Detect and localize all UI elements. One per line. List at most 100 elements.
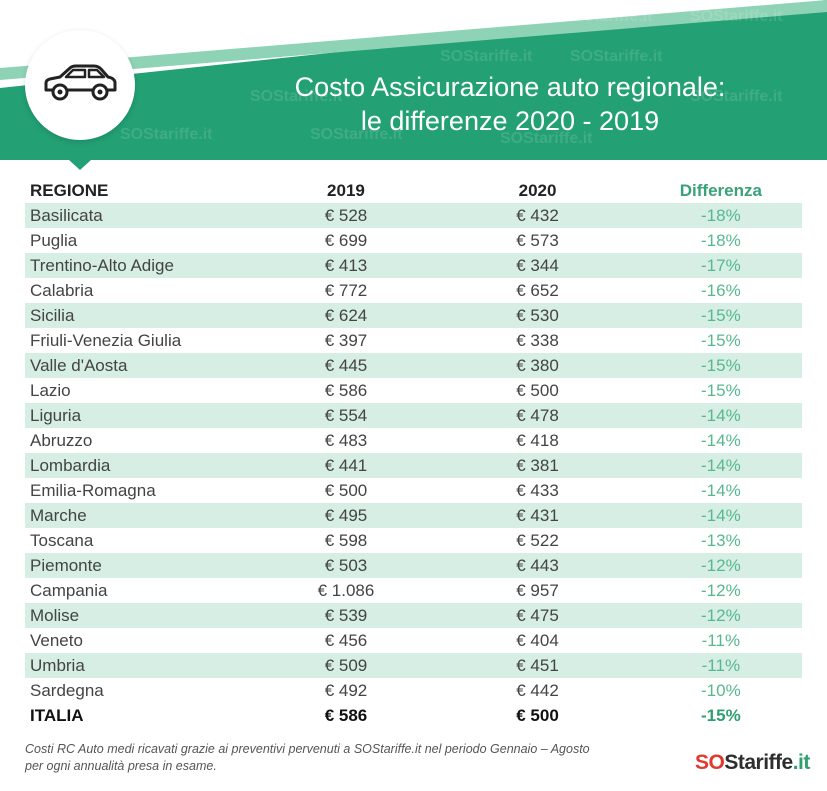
watermark: SOStariffe.it bbox=[440, 48, 533, 65]
cell-differenza: -18% bbox=[639, 203, 802, 228]
table-row: Sardegna € 492 € 442 -10% bbox=[25, 678, 802, 703]
watermark: SOStariffe.it bbox=[560, 8, 653, 25]
cell-2019: € 397 bbox=[324, 330, 368, 350]
cell-2020: € 432 bbox=[435, 203, 640, 228]
cell-differenza: -12% bbox=[639, 603, 802, 628]
page-title: Costo Assicurazione auto regionale: le d… bbox=[240, 70, 780, 138]
cell-differenza: -17% bbox=[639, 253, 802, 278]
cell-2019: € 539 bbox=[256, 603, 436, 628]
cell-differenza: -14% bbox=[639, 403, 802, 428]
cell-2019: € 554 bbox=[256, 403, 436, 428]
cell-2019: € 500 bbox=[324, 480, 368, 500]
table-row: Friuli-Venezia Giulia € 397 € 338 -15% bbox=[25, 328, 802, 353]
table-row: Campania € 1.086 € 957 -12% bbox=[25, 578, 802, 603]
table-row: Toscana € 598 € 522 -13% bbox=[25, 528, 802, 553]
cell-2019: € 495 bbox=[256, 503, 436, 528]
watermark: SOStariffe.it bbox=[250, 88, 343, 105]
table-row: Basilicata € 528 € 432 -18% bbox=[25, 203, 802, 228]
column-header-differenza: Differenza bbox=[679, 180, 762, 200]
table-header-row: REGIONE 2019 2020 Differenza bbox=[25, 178, 802, 203]
cell-regione: Sardegna bbox=[30, 680, 104, 700]
header-banner: SOStariffe.it SOStariffe.it SOStariffe.i… bbox=[0, 0, 827, 170]
table-row: Piemonte € 503 € 443 -12% bbox=[25, 553, 802, 578]
cell-regione: Piemonte bbox=[25, 553, 257, 578]
cell-2020: € 451 bbox=[435, 653, 640, 678]
table-row: Calabria € 772 € 652 -16% bbox=[25, 278, 802, 303]
watermark: SOStariffe.it bbox=[690, 88, 783, 105]
cell-differenza: -14% bbox=[701, 430, 741, 450]
cell-2019: € 413 bbox=[256, 253, 436, 278]
cell-2019: € 586 bbox=[256, 703, 436, 728]
cell-differenza: -15% bbox=[639, 303, 802, 328]
car-badge bbox=[25, 30, 135, 140]
title-line-2: le differenze 2020 - 2019 bbox=[360, 106, 660, 136]
title-line-1: Costo Assicurazione auto regionale: bbox=[294, 72, 726, 102]
watermark: SOStariffe.it bbox=[570, 48, 663, 65]
cell-2019: € 492 bbox=[324, 680, 368, 700]
cell-regione: ITALIA bbox=[25, 703, 257, 728]
cell-2020: € 418 bbox=[516, 430, 559, 450]
cell-regione: Puglia bbox=[30, 230, 78, 250]
cell-2019: € 624 bbox=[256, 303, 436, 328]
cell-2020: € 500 bbox=[435, 703, 640, 728]
cell-regione: Abruzzo bbox=[30, 430, 93, 450]
table-row: Molise € 539 € 475 -12% bbox=[25, 603, 802, 628]
cell-2020: € 530 bbox=[435, 303, 640, 328]
header-background bbox=[0, 0, 827, 170]
table-row: Trentino-Alto Adige € 413 € 344 -17% bbox=[25, 253, 802, 278]
cell-regione: Valle d'Aosta bbox=[25, 353, 257, 378]
table-row: Puglia € 699 € 573 -18% bbox=[25, 228, 802, 253]
cell-differenza: -14% bbox=[639, 503, 802, 528]
table-row: Abruzzo € 483 € 418 -14% bbox=[25, 428, 802, 453]
cell-regione: Campania bbox=[30, 580, 108, 600]
cell-2019: € 598 bbox=[324, 530, 368, 550]
cell-2020: € 573 bbox=[516, 230, 559, 250]
footnote: Costi RC Auto medi ricavati grazie ai pr… bbox=[25, 741, 645, 775]
table-row: Sicilia € 624 € 530 -15% bbox=[25, 303, 802, 328]
cell-2020: € 431 bbox=[435, 503, 640, 528]
cell-regione: Basilicata bbox=[25, 203, 257, 228]
cell-regione: Marche bbox=[25, 503, 257, 528]
cell-2020: € 478 bbox=[435, 403, 640, 428]
cell-2020: € 500 bbox=[516, 380, 559, 400]
brand-logo: SOStariffe.it bbox=[695, 751, 810, 774]
watermark: SOStariffe.it bbox=[310, 126, 403, 143]
cell-differenza: -15% bbox=[639, 353, 802, 378]
column-header-2019: 2019 bbox=[327, 180, 365, 200]
table-row: Liguria € 554 € 478 -14% bbox=[25, 403, 802, 428]
cell-2019: € 503 bbox=[256, 553, 436, 578]
cell-differenza: -18% bbox=[701, 230, 741, 250]
cell-2020: € 522 bbox=[516, 530, 559, 550]
table-row: Umbria € 509 € 451 -11% bbox=[25, 653, 802, 678]
cell-differenza: -13% bbox=[701, 530, 741, 550]
watermark: SOStariffe.it bbox=[500, 130, 593, 147]
total-row: ITALIA € 586 € 500 -15% bbox=[25, 703, 802, 728]
watermark: SOStariffe.it bbox=[120, 126, 213, 143]
table-row: Emilia-Romagna € 500 € 433 -14% bbox=[25, 478, 802, 503]
cell-regione: Veneto bbox=[30, 630, 83, 650]
cell-differenza: -14% bbox=[701, 480, 741, 500]
cell-regione: Molise bbox=[25, 603, 257, 628]
cell-2019: € 509 bbox=[256, 653, 436, 678]
cell-differenza: -15% bbox=[701, 380, 741, 400]
cell-2019: € 699 bbox=[324, 230, 368, 250]
car-icon bbox=[44, 64, 117, 101]
column-header-2020: 2020 bbox=[518, 180, 557, 200]
cell-differenza: -15% bbox=[639, 703, 802, 728]
cell-2020: € 344 bbox=[435, 253, 640, 278]
table-row: Veneto € 456 € 404 -11% bbox=[25, 628, 802, 653]
footnote-line-2: per ogni annualità presa in esame. bbox=[25, 759, 217, 773]
cell-2020: € 404 bbox=[516, 630, 559, 650]
cell-2020: € 475 bbox=[435, 603, 640, 628]
cell-2020: € 380 bbox=[435, 353, 640, 378]
column-header-regione: REGIONE bbox=[30, 180, 109, 200]
table-row: Valle d'Aosta € 445 € 380 -15% bbox=[25, 353, 802, 378]
table-row: Lombardia € 441 € 381 -14% bbox=[25, 453, 802, 478]
cell-differenza: -11% bbox=[639, 653, 802, 678]
cell-regione: Emilia-Romagna bbox=[30, 480, 156, 500]
cell-differenza: -10% bbox=[701, 680, 741, 700]
cell-differenza: -14% bbox=[639, 453, 802, 478]
cell-differenza: -12% bbox=[639, 553, 802, 578]
cell-regione: Trentino-Alto Adige bbox=[25, 253, 257, 278]
cell-regione: Umbria bbox=[25, 653, 257, 678]
